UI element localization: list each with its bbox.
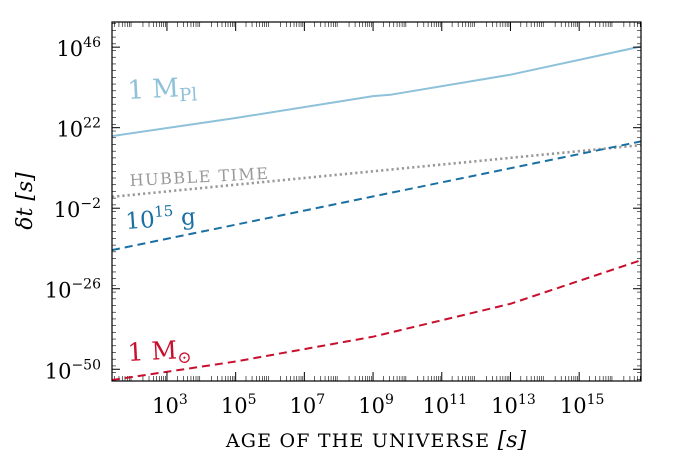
plot-frame bbox=[111, 21, 642, 382]
series-layer bbox=[111, 45, 642, 381]
series-label-3: 1 M⊙ bbox=[127, 335, 192, 371]
x-tick-label: 1011 bbox=[422, 392, 467, 418]
y-tick-label: 10−26 bbox=[45, 277, 101, 303]
y-tick-label: 10−2 bbox=[54, 196, 101, 222]
major-ticks bbox=[112, 22, 641, 381]
y-axis-title: δt [s] bbox=[13, 172, 38, 230]
x-tick-labels: 103 105 107 109 1011 1013 1015 bbox=[152, 392, 604, 418]
series-line-3 bbox=[111, 259, 642, 381]
x-tick-label: 1015 bbox=[560, 392, 605, 418]
series-labels: 1 MPl HUBBLE TIME 1015 g 1 M⊙ bbox=[124, 72, 270, 371]
series-line-1 bbox=[111, 143, 642, 199]
x-tick-label: 105 bbox=[221, 392, 257, 418]
x-tick-label: 1013 bbox=[491, 392, 536, 418]
y-tick-labels: 1046 1022 10−2 10−26 10−50 bbox=[45, 35, 101, 383]
series-line-2 bbox=[111, 140, 642, 252]
series-label-1: HUBBLE TIME bbox=[129, 164, 270, 190]
series-line-0 bbox=[111, 45, 642, 138]
y-tick-label: 10−50 bbox=[45, 357, 101, 383]
x-tick-label: 103 bbox=[152, 392, 188, 418]
x-tick-label: 109 bbox=[358, 392, 394, 418]
y-tick-label: 1022 bbox=[56, 116, 101, 142]
x-tick-label: 107 bbox=[290, 392, 326, 418]
series-label-2: 1015 g bbox=[124, 200, 197, 235]
series-label-0: 1 MPl bbox=[127, 72, 198, 109]
y-tick-label: 1046 bbox=[56, 35, 101, 61]
minor-ticks bbox=[112, 22, 641, 381]
x-axis-title: AGE OF THE UNIVERSE [s] bbox=[225, 428, 527, 453]
